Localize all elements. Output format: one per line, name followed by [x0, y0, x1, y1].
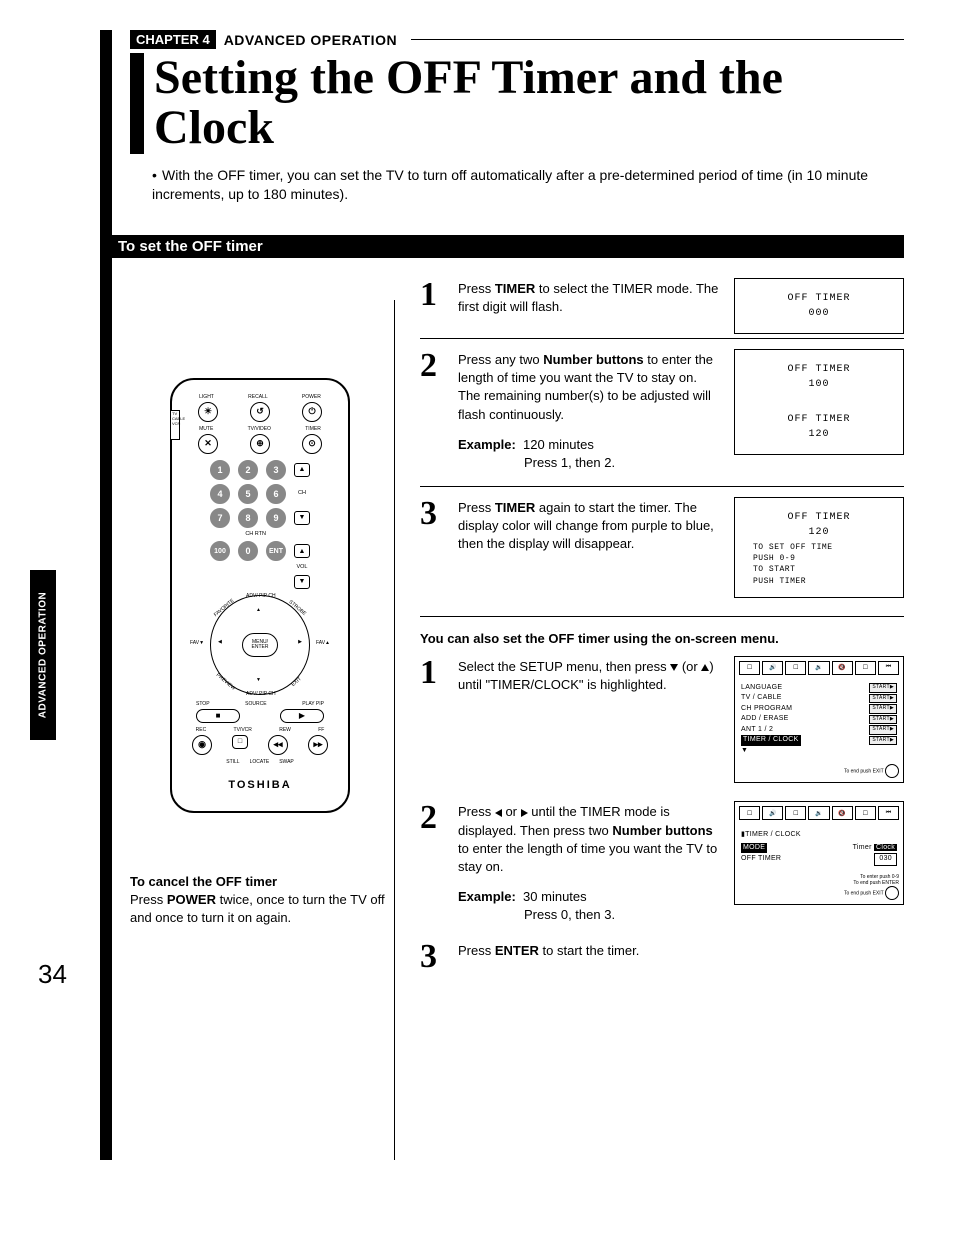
- chapter-badge: CHAPTER 4: [130, 30, 216, 49]
- recall-button: ↺: [250, 402, 270, 422]
- page-number: 34: [38, 959, 67, 990]
- page-title: Setting the OFF Timer and the Clock: [130, 53, 904, 154]
- menu-osd-b1: ☐🔊☐🔉🔇☐⏮ LANGUAGESTART▶ TV / CABLESTART▶ …: [734, 656, 904, 784]
- chapter-rule: [411, 39, 904, 40]
- chapter-label: ADVANCED OPERATION: [224, 32, 397, 48]
- remote-mode-switch: TV CABLE VCR: [170, 410, 180, 440]
- cancel-note: To cancel the OFF timer Press POWER twic…: [130, 873, 390, 928]
- column-divider: [394, 300, 395, 1160]
- step-a1: 1 Press TIMER to select the TIMER mode. …: [420, 278, 720, 316]
- timer-button: ⊙: [302, 434, 322, 454]
- step-b3: 3 Press ENTER to start the timer.: [420, 940, 904, 974]
- left-icon: [495, 809, 502, 817]
- section-heading: To set the OFF timer: [110, 235, 904, 258]
- intro-text: •With the OFF timer, you can set the TV …: [152, 166, 904, 205]
- remote-numpad: 123▲ 456CH 789▼ CH RTN 1000ENT▲ VOL ▼: [182, 460, 338, 589]
- osd-a1: OFF TIMER 000: [734, 278, 904, 334]
- remote-dpad: MENU/ ENTER ADV/ PIP CH ADV/ PIP CH FAV▼…: [210, 595, 310, 695]
- remote-brand: TOSHIBA: [182, 779, 338, 791]
- menu-osd-b2: ☐🔊☐🔉🔇☐⏮ ▮TIMER / CLOCK MODETimer Clock O…: [734, 801, 904, 905]
- osd-a2: OFF TIMER 100 OFF TIMER 120: [734, 349, 904, 455]
- mute-button: ✕: [198, 434, 218, 454]
- tvvideo-button: ⊕: [250, 434, 270, 454]
- step-b1: 1 Select the SETUP menu, then press (or …: [420, 656, 720, 694]
- light-button: ☀: [198, 402, 218, 422]
- subhead: You can also set the OFF timer using the…: [420, 631, 904, 646]
- osd-a3: OFF TIMER 120 TO SET OFF TIME PUSH 0-9 T…: [734, 497, 904, 598]
- chapter-row: CHAPTER 4 ADVANCED OPERATION: [130, 30, 904, 49]
- side-tab-label: ADVANCED OPERATION: [38, 592, 49, 718]
- left-gutter-rule: [100, 30, 112, 1160]
- remote-illustration: TV CABLE VCR LIGHTRECALLPOWER ☀ ↺ ⏻ MUTE…: [170, 378, 350, 813]
- right-icon: [521, 809, 528, 817]
- step-a2: 2 Press any two Number buttons to enter …: [420, 349, 720, 472]
- side-tab: ADVANCED OPERATION: [30, 570, 56, 740]
- step-a3: 3 Press TIMER again to start the timer. …: [420, 497, 720, 554]
- step-b2: 2 Press or until the TIMER mode is displ…: [420, 801, 720, 924]
- power-button: ⏻: [302, 402, 322, 422]
- down-icon: [670, 664, 678, 671]
